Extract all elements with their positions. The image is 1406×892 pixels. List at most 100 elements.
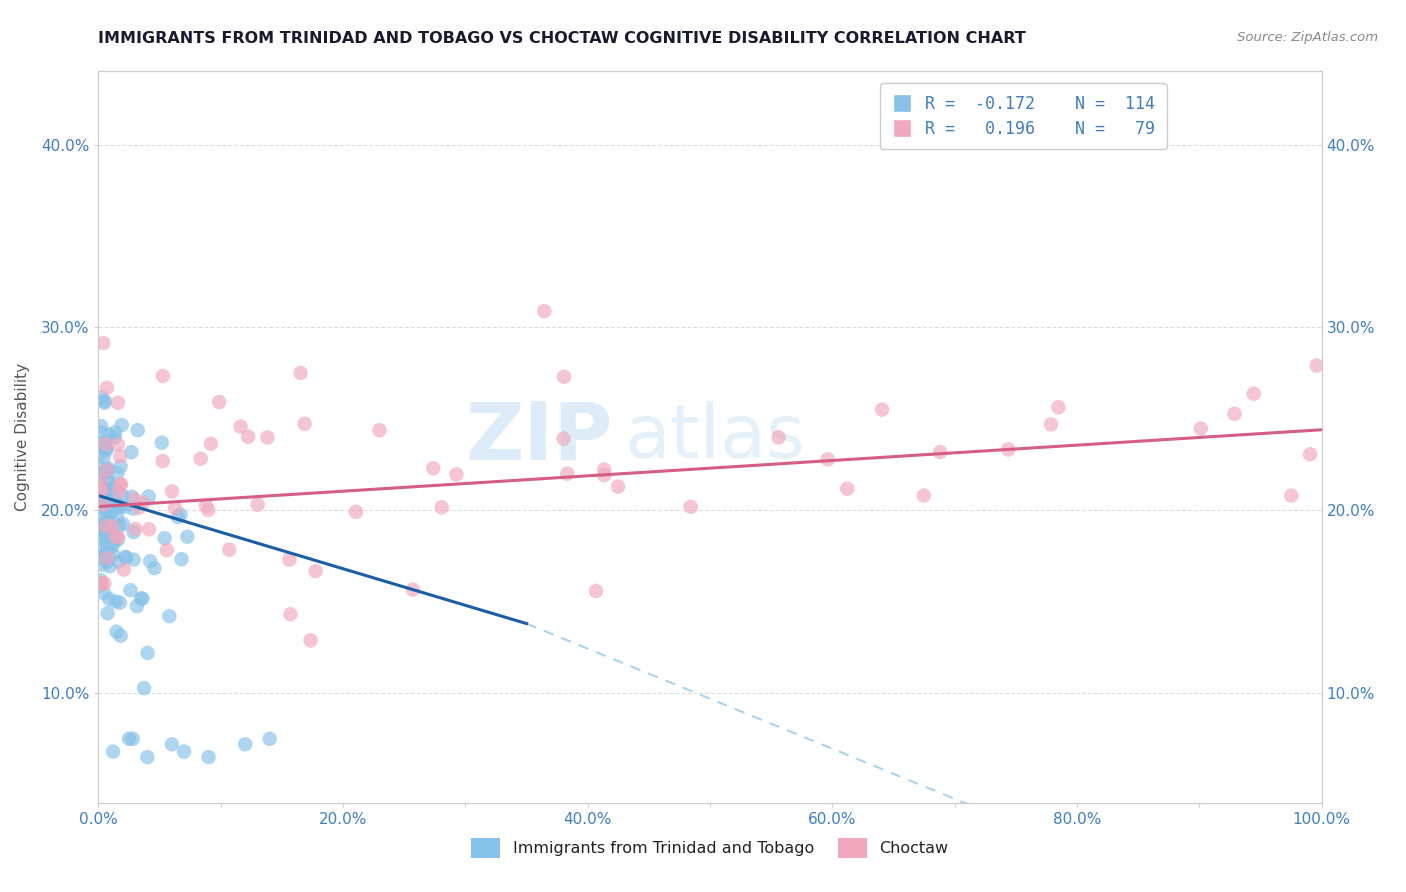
- Point: [108, 450, 131, 464]
- Point: [90, 425, 112, 439]
- Point: [105, 510, 128, 524]
- Point: [167, 510, 190, 524]
- Point: [101, 529, 124, 543]
- Point: [593, 462, 616, 476]
- Point: [91, 542, 114, 557]
- Point: [929, 445, 952, 459]
- Point: [96, 473, 118, 487]
- Point: [870, 402, 893, 417]
- Point: [553, 369, 575, 384]
- Point: [89, 499, 111, 513]
- Point: [97, 427, 120, 442]
- Point: [94, 514, 117, 528]
- Point: [280, 607, 302, 622]
- Point: [127, 423, 149, 437]
- Point: [344, 505, 367, 519]
- Point: [94, 394, 117, 409]
- Point: [93, 494, 115, 508]
- Point: [679, 500, 702, 514]
- Point: [104, 493, 127, 508]
- Point: [97, 515, 120, 529]
- Point: [97, 461, 120, 475]
- Text: ZIP: ZIP: [465, 398, 612, 476]
- Point: [93, 576, 115, 591]
- Point: [97, 492, 120, 507]
- Point: [98, 525, 121, 540]
- Point: [90, 419, 112, 434]
- Point: [1223, 407, 1246, 421]
- Point: [100, 506, 122, 520]
- Point: [1243, 386, 1265, 401]
- Point: [89, 436, 111, 450]
- Point: [91, 336, 114, 351]
- Point: [256, 430, 278, 444]
- Point: [97, 529, 120, 543]
- Point: [153, 531, 176, 545]
- Point: [104, 425, 127, 440]
- Point: [128, 500, 150, 515]
- Point: [96, 607, 118, 621]
- Point: [91, 558, 114, 572]
- Point: [107, 437, 129, 451]
- Point: [173, 745, 195, 759]
- Point: [1279, 489, 1302, 503]
- Point: [218, 542, 240, 557]
- Point: [90, 576, 112, 591]
- Point: [97, 484, 120, 499]
- Point: [160, 484, 183, 499]
- Point: [115, 550, 138, 565]
- Point: [446, 467, 468, 482]
- Point: [143, 561, 166, 575]
- Point: [91, 518, 114, 533]
- Point: [101, 519, 124, 533]
- Point: [111, 489, 134, 503]
- Point: [90, 576, 112, 591]
- Point: [103, 548, 125, 562]
- Point: [912, 489, 935, 503]
- Point: [533, 304, 555, 318]
- Point: [96, 463, 118, 477]
- Point: [837, 482, 859, 496]
- Y-axis label: Cognitive Disability: Cognitive Disability: [15, 363, 30, 511]
- Point: [304, 564, 326, 578]
- Point: [150, 435, 173, 450]
- Point: [236, 430, 259, 444]
- Point: [107, 532, 129, 546]
- Text: IMMIGRANTS FROM TRINIDAD AND TOBAGO VS CHOCTAW COGNITIVE DISABILITY CORRELATION : IMMIGRANTS FROM TRINIDAD AND TOBAGO VS C…: [98, 31, 1026, 46]
- Point: [96, 483, 118, 497]
- Point: [768, 430, 790, 444]
- Point: [114, 500, 136, 514]
- Point: [118, 731, 141, 746]
- Point: [585, 583, 607, 598]
- Point: [132, 496, 155, 510]
- Point: [93, 484, 115, 499]
- Point: [1189, 421, 1212, 435]
- Point: [152, 454, 174, 468]
- Point: [156, 543, 179, 558]
- Legend: Immigrants from Trinidad and Tobago, Choctaw: Immigrants from Trinidad and Tobago, Cho…: [465, 832, 955, 864]
- Point: [553, 432, 575, 446]
- Point: [290, 366, 312, 380]
- Point: [110, 629, 132, 643]
- Point: [233, 737, 256, 751]
- Point: [197, 750, 219, 764]
- Point: [817, 452, 839, 467]
- Point: [93, 586, 115, 600]
- Point: [131, 591, 153, 606]
- Point: [120, 583, 142, 598]
- Point: [89, 573, 111, 587]
- Point: [98, 559, 121, 574]
- Point: [110, 500, 132, 515]
- Point: [94, 435, 117, 450]
- Point: [278, 552, 301, 566]
- Point: [121, 731, 143, 746]
- Point: [165, 501, 187, 516]
- Point: [96, 462, 118, 476]
- Point: [136, 750, 159, 764]
- Point: [125, 599, 148, 613]
- Point: [107, 555, 129, 569]
- Point: [246, 498, 269, 512]
- Point: [294, 417, 316, 431]
- Point: [104, 431, 127, 445]
- Point: [422, 461, 444, 475]
